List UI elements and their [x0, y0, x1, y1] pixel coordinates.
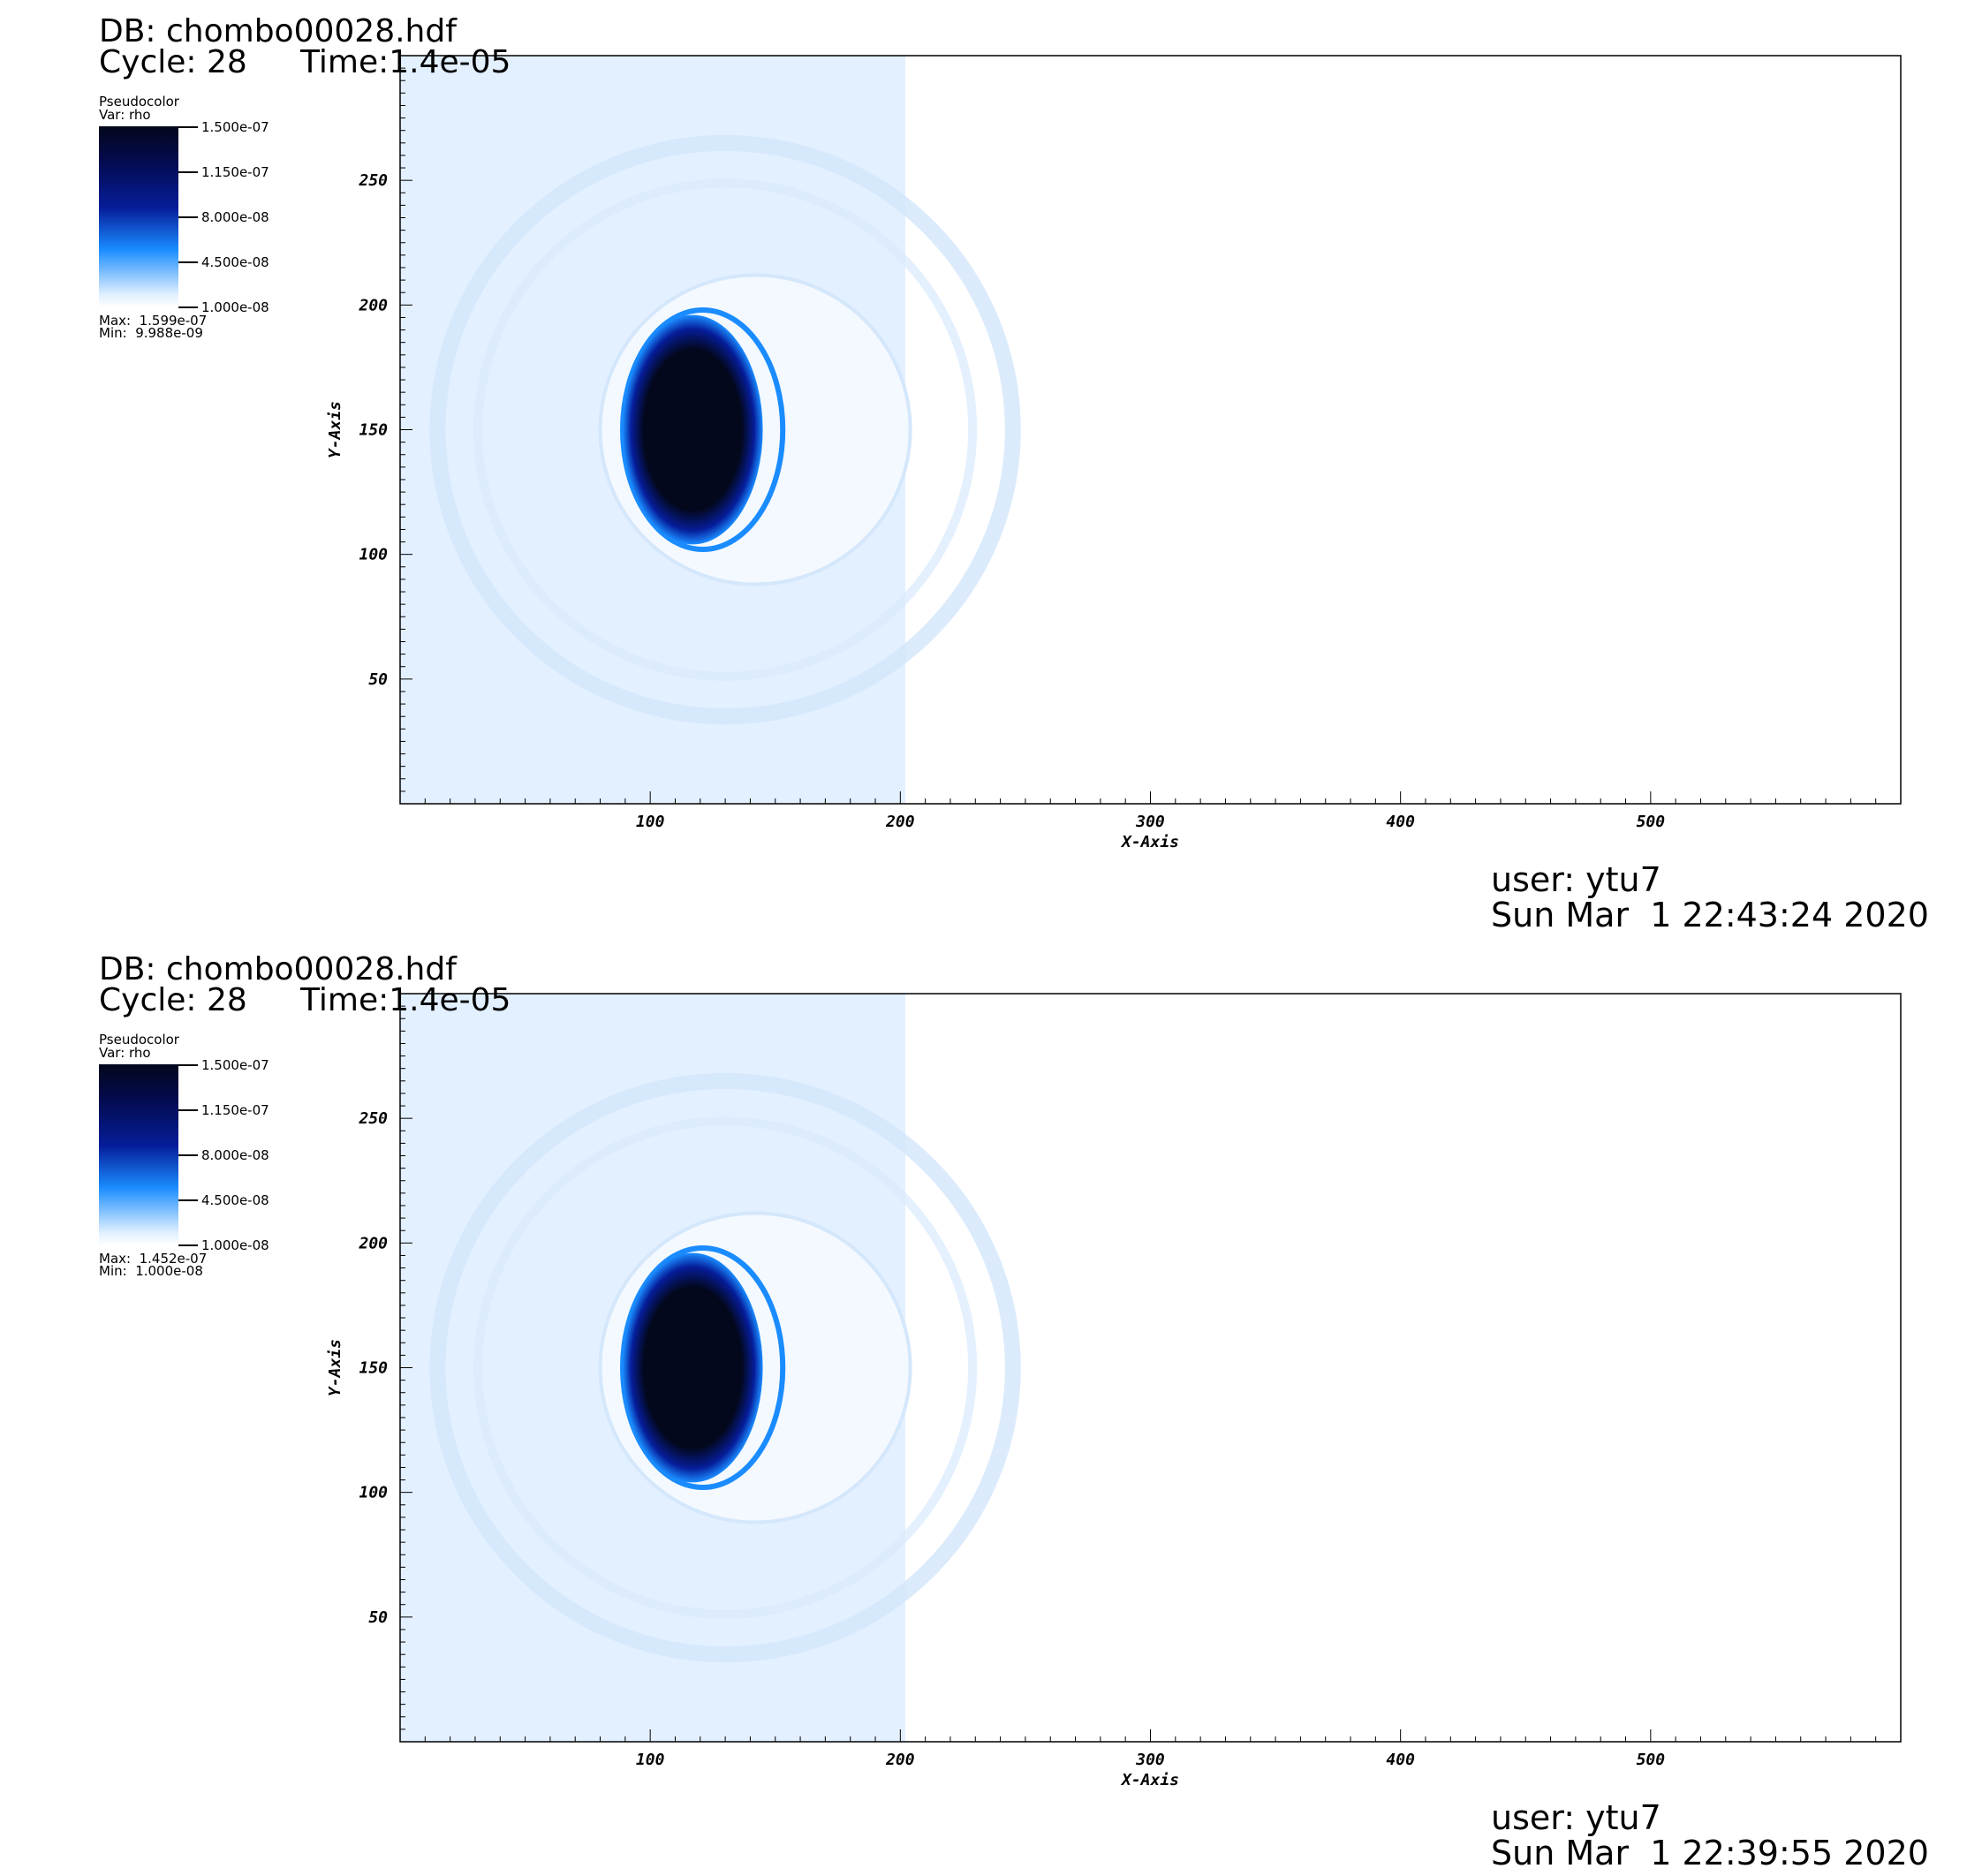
colorbar-label: 1.500e-07	[201, 119, 269, 135]
y-tick-label: 100	[359, 546, 388, 564]
user-label: user: ytu7	[1491, 860, 1661, 899]
x-tick-label: 500	[1637, 813, 1666, 831]
x-tick-label: 500	[1637, 1751, 1666, 1769]
colorbar-tick	[178, 306, 198, 308]
colorbar-tick	[178, 171, 198, 173]
colorbar-tick	[178, 261, 198, 263]
x-tick-label: 200	[885, 1751, 915, 1769]
y-tick-label: 50	[368, 670, 388, 689]
shock-shell-inner	[473, 1116, 978, 1619]
dense-blob-rim	[620, 1244, 786, 1491]
colorbar	[99, 126, 178, 307]
cycle-label: Cycle: 28	[99, 44, 247, 80]
colorbar-tick	[178, 126, 198, 128]
colorbar-label: 4.500e-08	[201, 1192, 269, 1208]
x-axis-label: X-Axis	[1120, 1771, 1179, 1789]
legend-var: Var: rho	[99, 107, 151, 123]
colorbar-label: 1.150e-07	[201, 1102, 269, 1118]
y-tick-label: 200	[358, 1234, 388, 1252]
colorbar-label: 1.000e-08	[201, 299, 269, 315]
plot-panel-2: 100 200 300 400 500 50 100 150 200 250 X-Axis Y-Axi…	[0, 938, 1982, 1876]
colorbar-label: 1.500e-07	[201, 1057, 269, 1073]
x-tick-label: 100	[636, 1751, 665, 1769]
x-tick-label: 300	[1135, 1751, 1165, 1769]
y-tick-label: 50	[368, 1608, 388, 1627]
user-label: user: ytu7	[1491, 1798, 1661, 1837]
plot-panel-1: 100 200 300 400 500 50 100 150 200 250 X-Axis Y-Axi…	[99, 13, 1929, 934]
legend-var: Var: rho	[99, 1045, 151, 1061]
y-tick-label: 250	[358, 171, 388, 190]
y-tick-label: 150	[359, 1359, 388, 1378]
colorbar-label: 8.000e-08	[201, 209, 269, 225]
x-tick-label: 400	[1386, 813, 1415, 831]
legend-title: Pseudocolor	[99, 1032, 179, 1048]
y-axis-label: Y-Axis	[326, 401, 344, 458]
colorbar-label: 4.500e-08	[201, 254, 269, 270]
date-label: Sun Mar 1 22:39:55 2020	[1491, 1834, 1929, 1872]
x-tick-label: 100	[636, 813, 665, 831]
legend-max: Max: 1.599e-07	[99, 313, 208, 329]
shock-shell-inner	[473, 178, 978, 681]
dense-blob	[623, 1252, 763, 1483]
plot-area-2: 100 200 300 400 500 50 100 150 200 250 X-Axis Y-Axi…	[326, 993, 1902, 1789]
colorbar-tick	[178, 1244, 198, 1246]
x-tick-label: 400	[1386, 1751, 1415, 1769]
colorbar-tick	[178, 216, 198, 218]
legend-max: Max: 1.452e-07	[99, 1251, 208, 1267]
colorbar	[99, 1064, 178, 1245]
date-label: Sun Mar 1 22:43:24 2020	[1491, 896, 1929, 934]
shock-shell	[429, 134, 1021, 725]
legend-min: Min: 9.988e-09	[99, 325, 203, 341]
db-label: DB: chombo00028.hdf	[99, 951, 457, 987]
y-tick-label: 250	[358, 1109, 388, 1128]
time-label: Time:1.4e-05	[300, 44, 511, 80]
dense-blob-rim	[620, 306, 786, 553]
colorbar-label: 8.000e-08	[201, 1147, 269, 1163]
colorbar-label: 1.150e-07	[201, 164, 269, 180]
db-label: DB: chombo00028.hdf	[99, 13, 457, 49]
colorbar-tick	[178, 1064, 198, 1066]
colorbar-tick	[178, 1109, 198, 1111]
legend-title: Pseudocolor	[99, 94, 179, 110]
colorbar-tick	[178, 1199, 198, 1201]
x-tick-label: 300	[1135, 813, 1165, 831]
cycle-label: Cycle: 28	[99, 982, 247, 1018]
y-axis-label: Y-Axis	[326, 1339, 344, 1396]
colorbar-tick	[178, 1154, 198, 1156]
time-label: Time:1.4e-05	[300, 982, 511, 1018]
y-tick-label: 100	[359, 1484, 388, 1502]
x-axis-label: X-Axis	[1120, 833, 1179, 851]
y-tick-label: 150	[359, 421, 388, 440]
colorbar-label: 1.000e-08	[201, 1237, 269, 1253]
plot-area-1: 100 200 300 400 500 50 100 150 200 250 X-Axis Y-Axi…	[326, 55, 1902, 851]
dense-blob	[623, 314, 763, 545]
x-tick-label: 200	[885, 813, 915, 831]
y-tick-label: 200	[358, 296, 388, 314]
shock-shell	[429, 1072, 1021, 1663]
legend-min: Min: 1.000e-08	[99, 1263, 203, 1279]
